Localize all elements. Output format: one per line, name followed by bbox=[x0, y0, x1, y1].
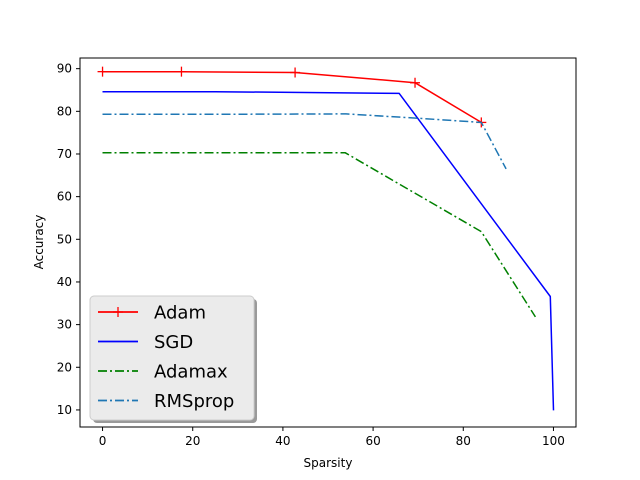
series-layer bbox=[97, 66, 555, 411]
y-tick-label: 80 bbox=[57, 104, 72, 118]
series-adam-point bbox=[176, 66, 187, 77]
legend-label: Adam bbox=[154, 303, 206, 324]
legend-item-adamax: Adamax bbox=[98, 362, 228, 383]
legend-item-rmsprop: RMSprop bbox=[98, 391, 234, 412]
x-tick-label: 60 bbox=[365, 434, 380, 448]
legend-item-sgd: SGD bbox=[98, 332, 193, 353]
legend-item-adam: Adam bbox=[98, 303, 206, 324]
legend-label: SGD bbox=[154, 332, 193, 353]
y-tick-label: 20 bbox=[57, 360, 72, 374]
x-tick-label: 80 bbox=[456, 434, 471, 448]
legend-label: Adamax bbox=[154, 362, 228, 383]
x-tick-label: 0 bbox=[99, 434, 107, 448]
legend: Adam SGD Adamax RMSprop bbox=[89, 295, 257, 423]
y-tick-label: 40 bbox=[57, 275, 72, 289]
series-adam-point bbox=[410, 77, 421, 88]
x-tick-label: 40 bbox=[275, 434, 290, 448]
y-tick-label: 90 bbox=[57, 62, 72, 76]
series-sgd-line bbox=[102, 90, 555, 411]
y-axis: 10 20 30 40 50 60 70 80 90 bbox=[57, 62, 80, 417]
x-tick-label: 20 bbox=[185, 434, 200, 448]
legend-box bbox=[89, 295, 255, 421]
y-tick-label: 30 bbox=[57, 318, 72, 332]
y-axis-label: Accuracy bbox=[32, 215, 46, 270]
plot-frame bbox=[79, 57, 577, 428]
x-tick-label: 100 bbox=[542, 434, 565, 448]
y-tick-label: 10 bbox=[57, 403, 72, 417]
legend-label: RMSprop bbox=[154, 391, 234, 412]
series-adam-point bbox=[97, 66, 108, 77]
y-tick-label: 70 bbox=[57, 147, 72, 161]
series-adamax-line bbox=[102, 151, 537, 318]
x-axis-label: Sparsity bbox=[304, 456, 353, 470]
x-axis: 0 20 40 60 80 100 bbox=[99, 427, 565, 448]
series-adam-point bbox=[290, 67, 301, 78]
y-tick-label: 50 bbox=[57, 232, 72, 246]
series-rmsprop-line bbox=[102, 113, 507, 170]
y-tick-label: 60 bbox=[57, 190, 72, 204]
